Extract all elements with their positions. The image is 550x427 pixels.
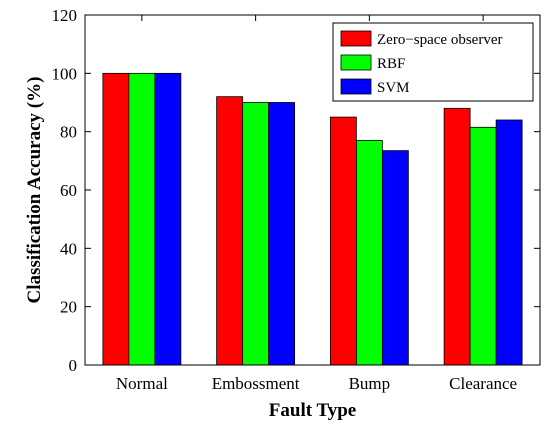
bar-green-clearance [469, 126, 497, 366]
x-tick-label: Clearance [449, 374, 517, 393]
legend: Zero−space observer RBF SVM [332, 22, 534, 102]
y-tick-label: 80 [60, 123, 77, 142]
plot-frame [84, 14, 541, 366]
bar-blue-clearance [495, 119, 523, 366]
legend-label: RBF [377, 56, 405, 72]
y-tick-label: 120 [52, 6, 78, 25]
legend-label: Zero−space observer [377, 32, 502, 48]
bars [102, 72, 523, 366]
y-tick-label: 0 [69, 356, 78, 375]
y-tick-label: 60 [60, 181, 77, 200]
legend-swatch [340, 30, 372, 47]
x-tick-label: Normal [116, 374, 168, 393]
x-axis-title: Fault Type [269, 400, 356, 421]
y-axis-ticks: 0 20 40 60 80 100 120 [52, 6, 540, 375]
y-tick-label: 20 [60, 298, 77, 317]
bar-blue-bump [381, 150, 409, 366]
bar-red-embossment [216, 96, 244, 366]
y-tick-label: 100 [52, 64, 78, 83]
x-axis-ticks: Normal Embossment Bump Clearance [116, 15, 517, 393]
bar-red-normal [102, 72, 130, 366]
legend-swatch [340, 54, 372, 71]
legend-swatch [340, 78, 372, 95]
bar-green-bump [355, 140, 383, 366]
legend-label: SVM [377, 80, 410, 96]
bar-blue-normal [154, 72, 182, 366]
y-axis-title: Classification Accuracy (%) [24, 77, 45, 304]
bar-red-clearance [443, 107, 471, 366]
x-tick-label: Bump [349, 374, 391, 393]
bar-red-bump [329, 116, 357, 366]
bar-green-embossment [242, 102, 270, 366]
y-tick-label: 40 [60, 239, 77, 258]
bar-blue-embossment [268, 102, 296, 366]
x-tick-label: Embossment [212, 374, 300, 393]
bar-green-normal [128, 72, 156, 366]
